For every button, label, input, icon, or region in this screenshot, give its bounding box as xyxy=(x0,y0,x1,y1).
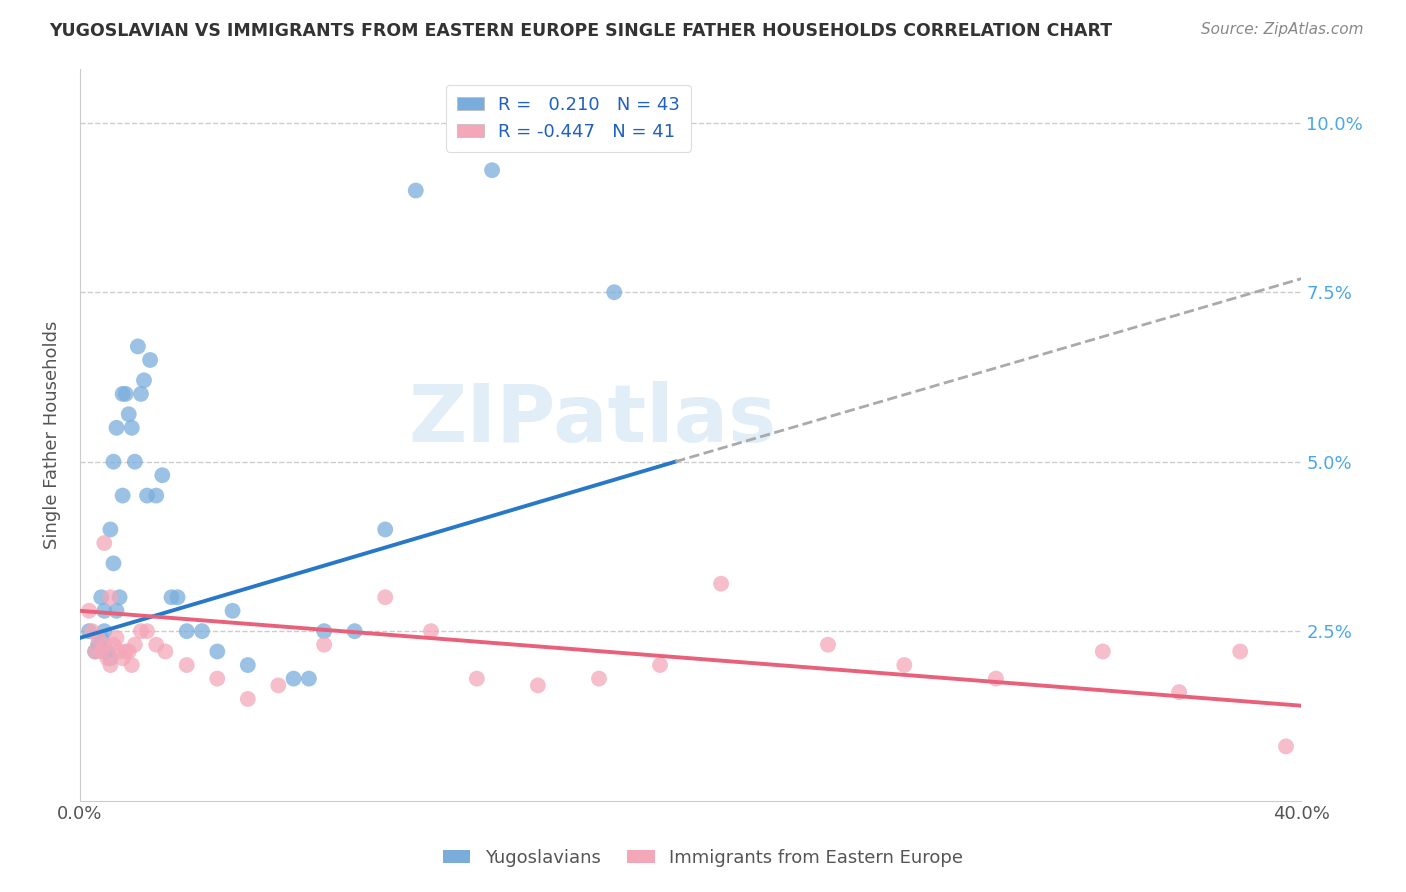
Point xyxy=(145,489,167,503)
Point xyxy=(160,591,183,605)
Point xyxy=(100,658,122,673)
Point xyxy=(283,672,305,686)
Point xyxy=(114,387,136,401)
Point xyxy=(343,624,366,639)
Point xyxy=(124,455,146,469)
Text: YUGOSLAVIAN VS IMMIGRANTS FROM EASTERN EUROPE SINGLE FATHER HOUSEHOLDS CORRELATI: YUGOSLAVIAN VS IMMIGRANTS FROM EASTERN E… xyxy=(49,22,1112,40)
Point xyxy=(84,644,107,658)
Point xyxy=(207,644,229,658)
Point xyxy=(96,644,118,658)
Point xyxy=(129,387,152,401)
Point xyxy=(87,638,110,652)
Point xyxy=(603,285,626,300)
Point xyxy=(150,468,173,483)
Point xyxy=(93,624,115,639)
Point xyxy=(314,638,336,652)
Point xyxy=(527,678,550,692)
Point xyxy=(129,624,152,639)
Point xyxy=(893,658,915,673)
Point xyxy=(817,638,839,652)
Point xyxy=(93,604,115,618)
Point xyxy=(132,373,155,387)
Point xyxy=(405,184,427,198)
Point xyxy=(121,658,143,673)
Point xyxy=(77,624,100,639)
Point xyxy=(314,624,336,639)
Point xyxy=(111,651,134,665)
Point xyxy=(87,631,110,645)
Point xyxy=(1229,644,1251,658)
Point xyxy=(236,692,259,706)
Point xyxy=(139,353,162,368)
Point xyxy=(93,536,115,550)
Point xyxy=(267,678,290,692)
Point xyxy=(105,421,128,435)
Point xyxy=(207,672,229,686)
Point xyxy=(465,672,488,686)
Point xyxy=(420,624,443,639)
Point xyxy=(984,672,1007,686)
Point xyxy=(93,638,115,652)
Point xyxy=(100,523,122,537)
Point xyxy=(1091,644,1114,658)
Point xyxy=(96,651,118,665)
Point xyxy=(298,672,321,686)
Point xyxy=(588,672,610,686)
Point xyxy=(108,591,131,605)
Point xyxy=(374,591,396,605)
Point xyxy=(77,604,100,618)
Point xyxy=(136,624,159,639)
Point xyxy=(221,604,243,618)
Point xyxy=(111,489,134,503)
Point xyxy=(80,624,103,639)
Point xyxy=(103,557,125,571)
Point xyxy=(176,658,198,673)
Point xyxy=(176,624,198,639)
Point xyxy=(103,638,125,652)
Point xyxy=(648,658,671,673)
Legend: R =   0.210   N = 43, R = -0.447   N = 41: R = 0.210 N = 43, R = -0.447 N = 41 xyxy=(446,85,690,152)
Point xyxy=(124,638,146,652)
Point xyxy=(118,407,141,421)
Point xyxy=(108,644,131,658)
Point xyxy=(127,339,149,353)
Point xyxy=(84,644,107,658)
Point xyxy=(90,631,112,645)
Point xyxy=(374,523,396,537)
Point xyxy=(191,624,214,639)
Point xyxy=(90,591,112,605)
Point xyxy=(481,163,503,178)
Point xyxy=(114,644,136,658)
Point xyxy=(155,644,177,658)
Point xyxy=(710,576,733,591)
Point xyxy=(1275,739,1298,754)
Point xyxy=(166,591,188,605)
Text: ZIPatlas: ZIPatlas xyxy=(409,381,778,458)
Point xyxy=(100,591,122,605)
Point xyxy=(121,421,143,435)
Point xyxy=(90,644,112,658)
Point xyxy=(105,631,128,645)
Text: Source: ZipAtlas.com: Source: ZipAtlas.com xyxy=(1201,22,1364,37)
Point xyxy=(118,644,141,658)
Point xyxy=(103,455,125,469)
Point xyxy=(105,604,128,618)
Point xyxy=(1168,685,1191,699)
Point xyxy=(136,489,159,503)
Y-axis label: Single Father Households: Single Father Households xyxy=(44,320,60,549)
Point xyxy=(236,658,259,673)
Point xyxy=(100,651,122,665)
Legend: Yugoslavians, Immigrants from Eastern Europe: Yugoslavians, Immigrants from Eastern Eu… xyxy=(436,842,970,874)
Point xyxy=(145,638,167,652)
Point xyxy=(111,387,134,401)
